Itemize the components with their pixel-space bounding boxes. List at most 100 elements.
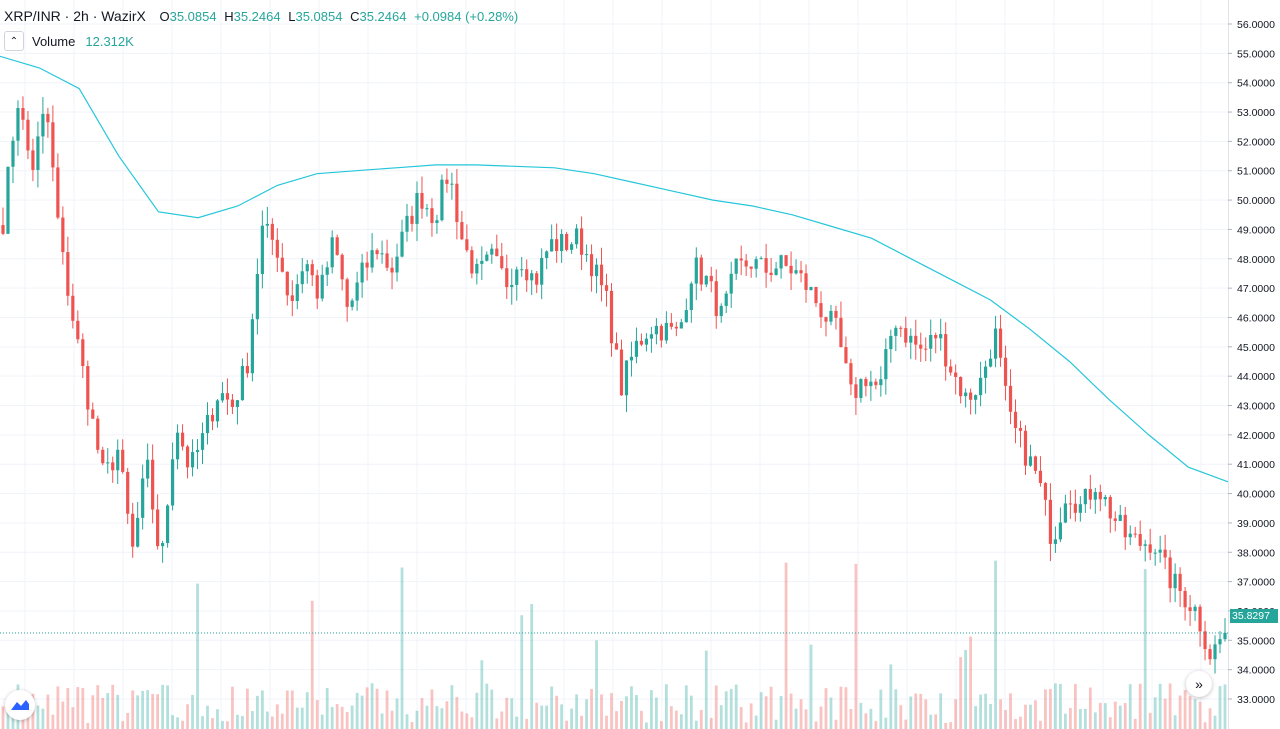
candle-down bbox=[225, 393, 230, 400]
candle-up bbox=[829, 310, 833, 322]
high-value: 35.2464 bbox=[233, 9, 281, 24]
volume-bar bbox=[330, 707, 334, 729]
volume-bar bbox=[36, 705, 40, 729]
candle-down bbox=[565, 234, 569, 250]
candle-down bbox=[699, 257, 703, 285]
candle-down bbox=[924, 348, 928, 350]
volume-bar bbox=[265, 711, 269, 729]
candle-up bbox=[435, 220, 439, 224]
price-axis[interactable]: 56.0000 55.0000 54.0000 53.0000 52.0000 51.00… bbox=[1228, 19, 1275, 706]
volume-bar bbox=[799, 699, 803, 729]
volume-bar bbox=[201, 716, 204, 729]
candle-down bbox=[1088, 488, 1092, 500]
candle-down bbox=[614, 343, 619, 350]
volume-bar bbox=[984, 693, 987, 729]
candle-down bbox=[1188, 607, 1192, 612]
volume-bar bbox=[131, 690, 135, 729]
candle-down bbox=[86, 366, 90, 410]
candle-up bbox=[141, 478, 145, 518]
volume-bar bbox=[904, 719, 908, 729]
chart-grid bbox=[0, 0, 1228, 729]
volume-bar bbox=[400, 567, 404, 729]
volume-bar bbox=[126, 712, 130, 729]
price-tick-label: 44.0000 bbox=[1237, 371, 1275, 383]
volume-bar bbox=[580, 715, 583, 729]
price-tick-label: 48.0000 bbox=[1237, 254, 1275, 266]
candle-up bbox=[355, 282, 359, 301]
candle-down bbox=[599, 264, 604, 286]
symbol-title[interactable]: XRP/INR · 2h · WazirX bbox=[4, 8, 146, 24]
volume-bar bbox=[350, 705, 354, 729]
volume-label: Volume bbox=[32, 33, 76, 49]
volume-bar bbox=[659, 721, 663, 729]
chevron-down-icon[interactable]: ⌃ bbox=[4, 31, 24, 51]
candle-down bbox=[949, 366, 953, 373]
volume-bar bbox=[839, 686, 843, 729]
candle-down bbox=[445, 179, 449, 184]
volume-bar bbox=[1063, 713, 1067, 729]
candle-up bbox=[1078, 504, 1082, 513]
candle-up bbox=[485, 254, 489, 261]
candle-up bbox=[634, 340, 639, 357]
volume-bar bbox=[924, 699, 928, 729]
candle-up bbox=[774, 268, 778, 276]
volume-bar bbox=[719, 705, 723, 729]
volume-bar bbox=[46, 694, 50, 729]
volume-bar bbox=[1044, 689, 1047, 729]
volume-bar bbox=[729, 688, 733, 729]
volume-bar bbox=[1148, 712, 1152, 729]
candle-up bbox=[629, 356, 634, 361]
volume-bar bbox=[305, 692, 309, 729]
volume-bar bbox=[61, 701, 65, 729]
volume-bar bbox=[270, 716, 274, 729]
volume-bar bbox=[585, 699, 588, 729]
candle-up bbox=[250, 319, 254, 374]
volume-bars bbox=[1, 560, 1227, 729]
volume-bar bbox=[191, 694, 194, 729]
volume-bar bbox=[739, 706, 743, 729]
volume-bar bbox=[231, 686, 234, 729]
candle-down bbox=[1008, 385, 1013, 412]
candle-down bbox=[270, 223, 274, 240]
candle-down bbox=[66, 252, 70, 296]
candle-up bbox=[215, 400, 220, 422]
volume-bar bbox=[704, 650, 708, 729]
volume-bar bbox=[1098, 702, 1102, 729]
candle-up bbox=[265, 223, 269, 226]
volume-bar bbox=[485, 683, 489, 729]
volume-bar bbox=[959, 657, 963, 729]
price-tick-label: 49.0000 bbox=[1237, 224, 1275, 236]
volume-bar bbox=[535, 702, 539, 729]
candle-down bbox=[101, 449, 105, 464]
price-tick-label: 42.0000 bbox=[1237, 430, 1275, 442]
candle-down bbox=[345, 279, 349, 307]
candle-down bbox=[245, 365, 249, 374]
volume-bar bbox=[161, 684, 165, 729]
candle-down bbox=[969, 392, 973, 400]
volume-bar bbox=[91, 695, 95, 729]
double-chevron-right-icon[interactable]: » bbox=[1186, 671, 1212, 697]
candle-down bbox=[1113, 518, 1117, 521]
candle-up bbox=[475, 263, 479, 274]
volume-bar bbox=[375, 688, 379, 729]
volume-bar bbox=[465, 713, 469, 729]
candle-up bbox=[809, 286, 813, 290]
candle-down bbox=[1003, 357, 1008, 386]
volume-bar bbox=[206, 705, 209, 729]
volume-bar bbox=[86, 722, 90, 729]
tradingview-logo-icon[interactable] bbox=[5, 690, 35, 720]
candle-down bbox=[834, 310, 838, 318]
volume-bar bbox=[1024, 704, 1027, 729]
volume-bar bbox=[759, 692, 763, 729]
candle-up bbox=[515, 269, 519, 285]
volume-bar bbox=[829, 697, 833, 729]
volume-bar bbox=[141, 690, 145, 729]
volume-bar bbox=[455, 697, 459, 729]
candle-down bbox=[1163, 549, 1167, 558]
volume-bar bbox=[894, 689, 898, 729]
candle-up bbox=[1053, 539, 1058, 544]
volume-bar bbox=[849, 708, 853, 729]
volume-bar bbox=[96, 685, 100, 729]
candle-down bbox=[335, 237, 339, 255]
